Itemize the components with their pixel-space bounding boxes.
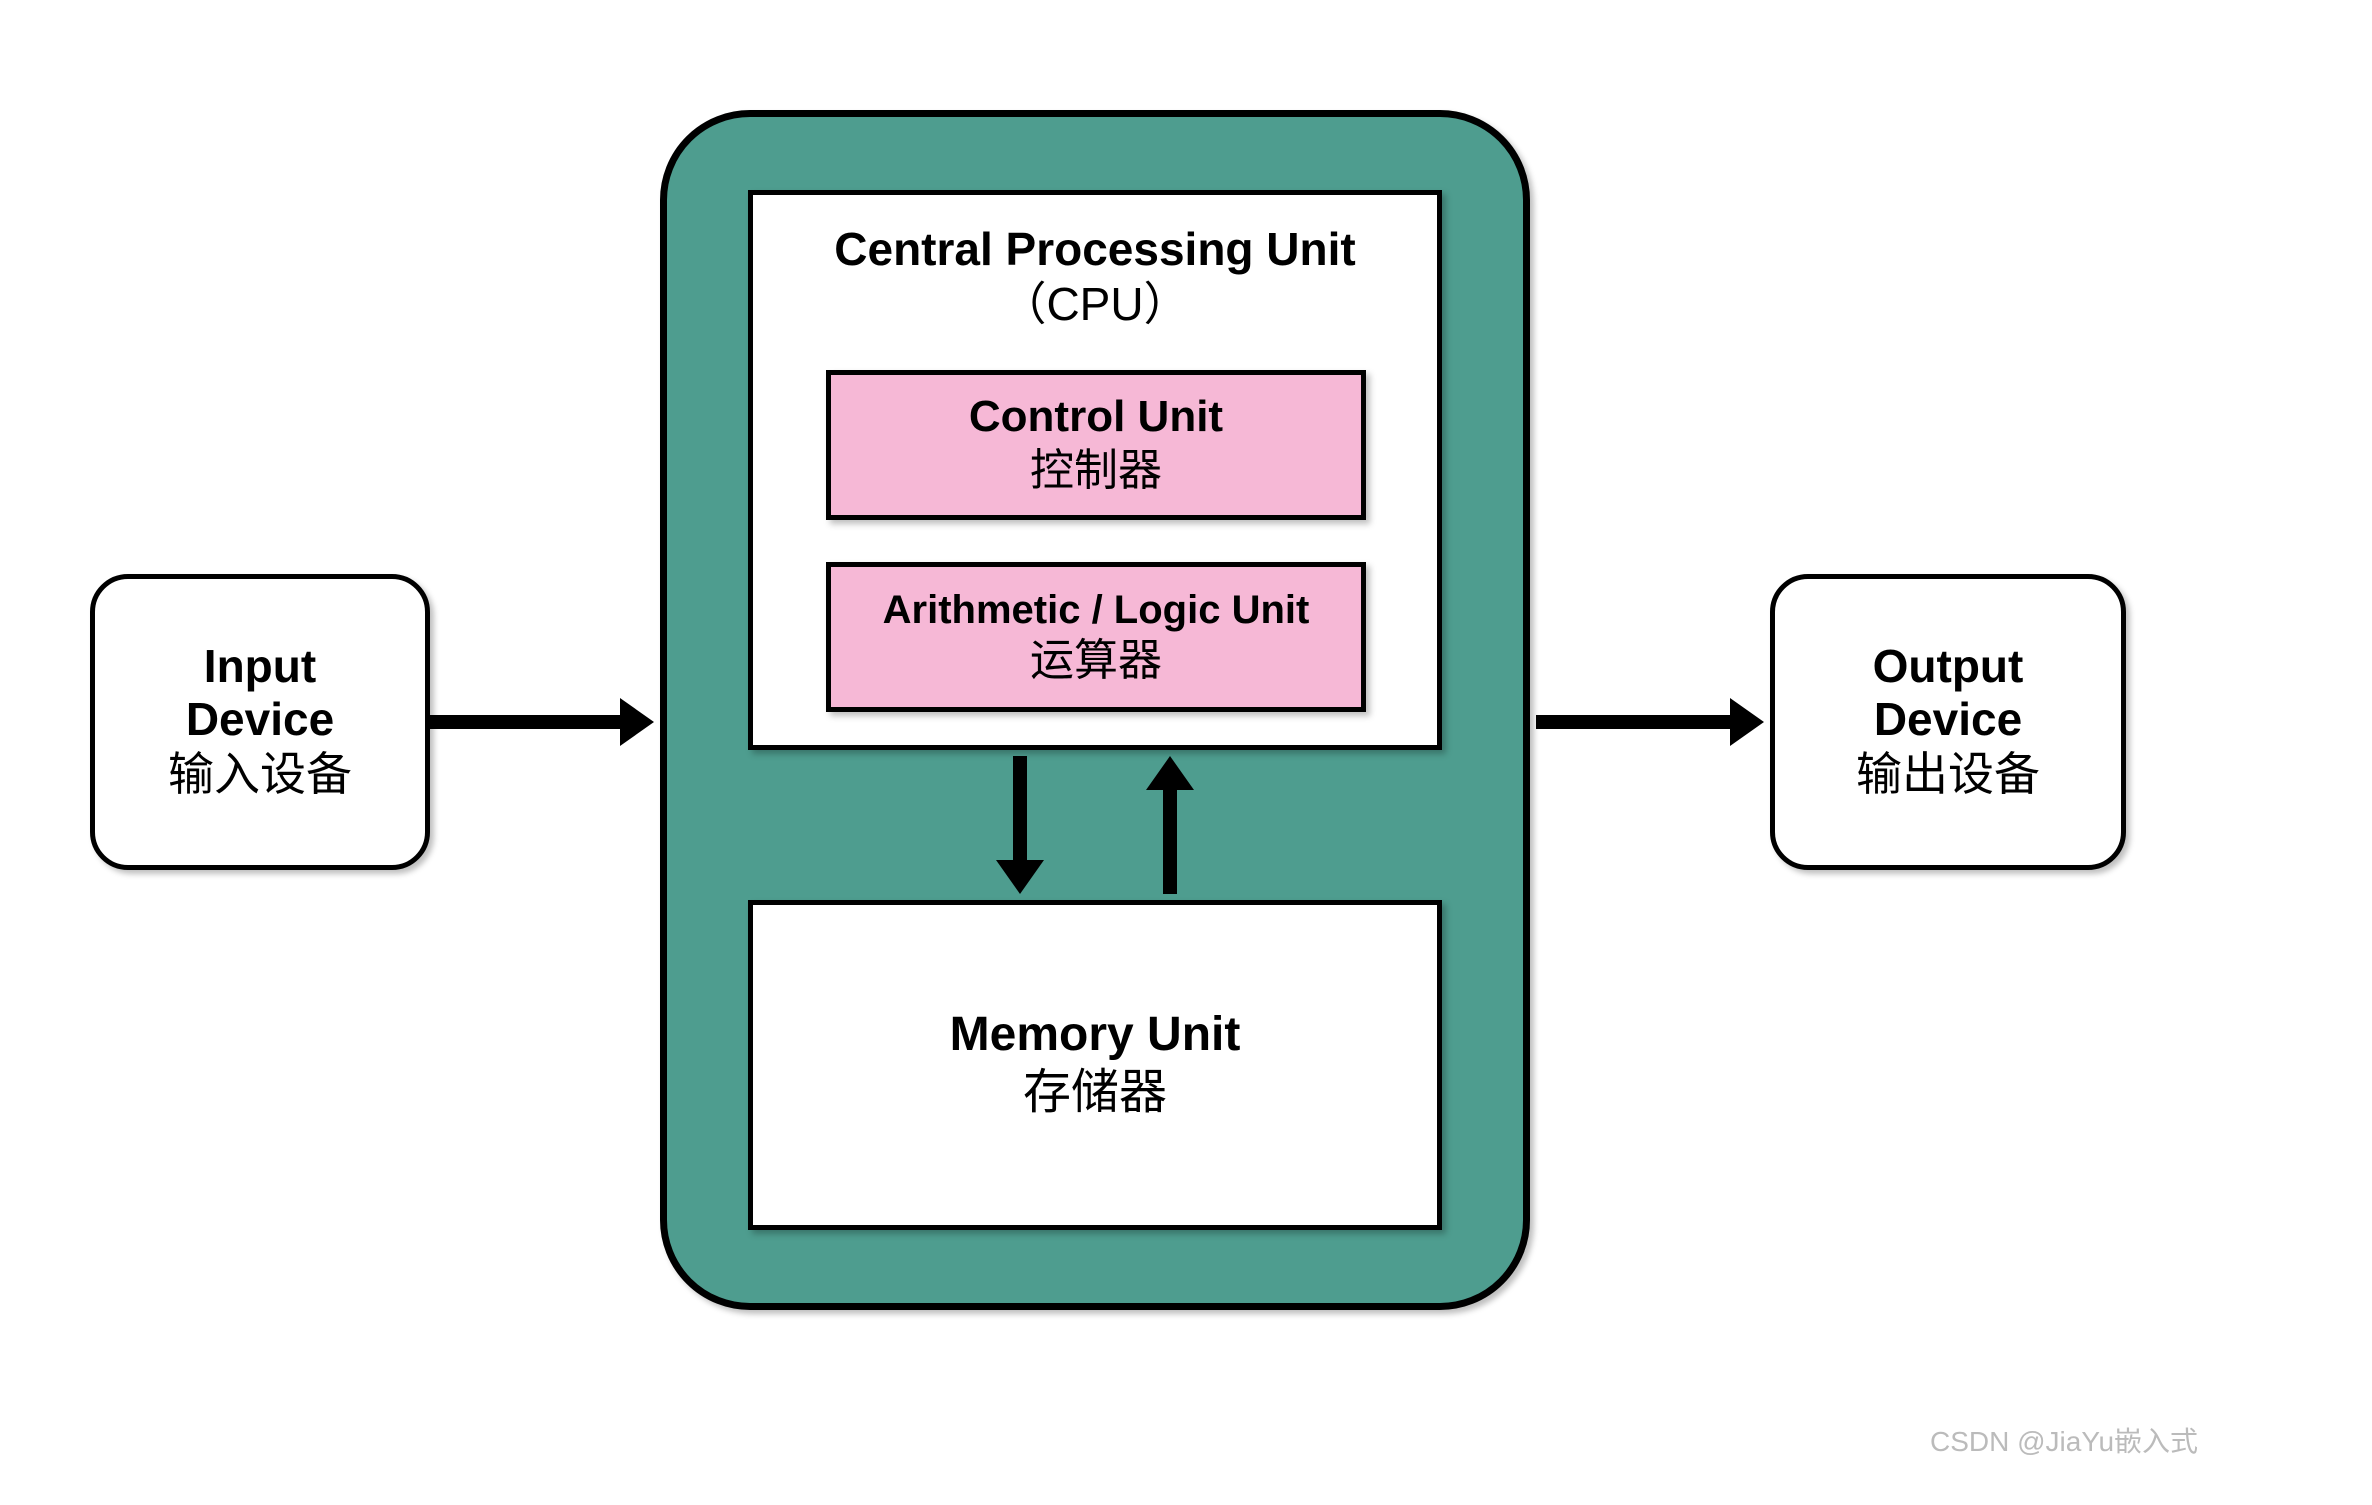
memory-label-en: Memory Unit [950, 1007, 1241, 1062]
cpu-label-cn: （CPU） [753, 276, 1437, 334]
alu-box: Arithmetic / Logic Unit 运算器 [826, 562, 1366, 712]
input-device-box: Input Device 输入设备 [90, 574, 430, 870]
input-label-en-1: Input [204, 640, 316, 693]
watermark-text: CSDN @JiaYu嵌入式 [1930, 1420, 2198, 1460]
cpu-label-en: Central Processing Unit [753, 223, 1437, 276]
control-unit-box: Control Unit 控制器 [826, 370, 1366, 520]
output-label-cn: 输出设备 [1856, 746, 2040, 804]
output-device-box: Output Device 输出设备 [1770, 574, 2126, 870]
memory-unit-box: Memory Unit 存储器 [748, 900, 1442, 1230]
memory-label-cn: 存储器 [1023, 1063, 1167, 1123]
alu-label-en: Arithmetic / Logic Unit [883, 587, 1310, 633]
output-label-en-2: Device [1874, 693, 2022, 746]
alu-label-cn: 运算器 [1030, 633, 1162, 688]
output-label-en-1: Output [1873, 640, 2024, 693]
control-label-cn: 控制器 [1030, 443, 1162, 498]
input-label-cn: 输入设备 [168, 746, 352, 804]
diagram-canvas: Central Processing Unit （CPU） Control Un… [0, 0, 2372, 1505]
input-label-en-2: Device [186, 693, 334, 746]
control-label-en: Control Unit [969, 392, 1223, 443]
